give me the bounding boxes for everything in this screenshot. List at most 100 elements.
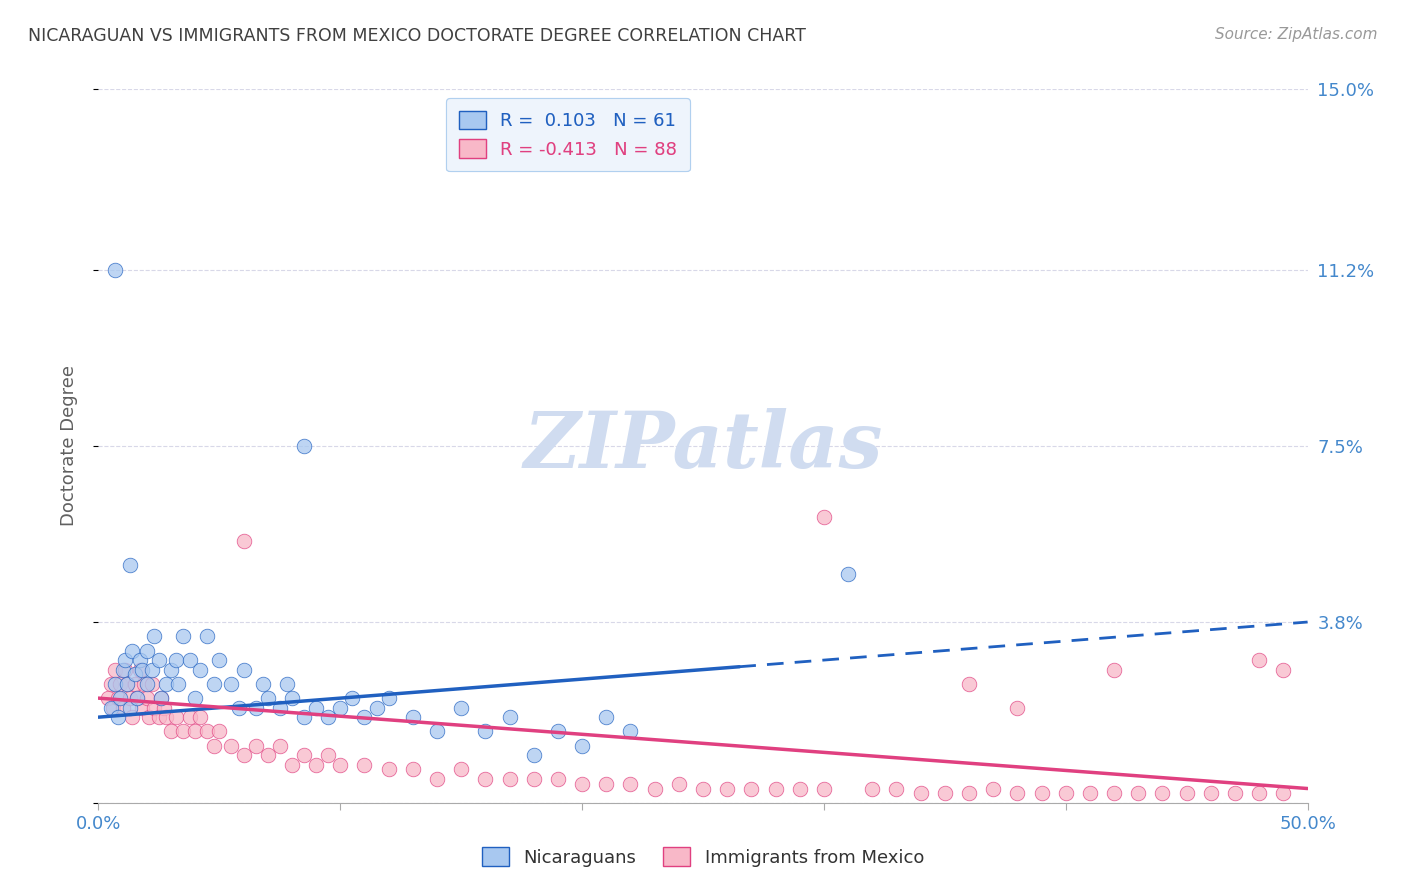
Point: [184, 724, 207, 739]
Point: [165, 710, 187, 724]
Point: [160, 724, 183, 739]
Point: [195, 724, 218, 739]
Point: [1175, 786, 1198, 800]
Point: [127, 691, 149, 706]
Point: [450, 763, 472, 777]
Point: [353, 757, 375, 772]
Point: [179, 653, 201, 667]
Point: [172, 629, 194, 643]
Point: [329, 700, 352, 714]
Point: [1152, 786, 1174, 800]
Y-axis label: Doctorate Degree: Doctorate Degree: [59, 366, 77, 526]
Point: [619, 777, 641, 791]
Point: [101, 700, 124, 714]
Point: [1102, 786, 1125, 800]
Point: [292, 710, 315, 724]
Point: [108, 691, 131, 706]
Point: [104, 663, 127, 677]
Point: [104, 263, 127, 277]
Point: [426, 724, 449, 739]
Point: [498, 772, 520, 786]
Point: [128, 663, 150, 677]
Point: [100, 700, 122, 714]
Point: [124, 667, 146, 681]
Point: [366, 700, 388, 714]
Point: [547, 724, 569, 739]
Point: [184, 691, 207, 706]
Point: [813, 510, 835, 524]
Point: [150, 691, 173, 706]
Point: [117, 677, 139, 691]
Point: [934, 786, 956, 800]
Point: [256, 748, 278, 763]
Point: [276, 677, 298, 691]
Point: [1249, 786, 1271, 800]
Point: [547, 772, 569, 786]
Point: [165, 653, 187, 667]
Point: [204, 739, 226, 753]
Point: [131, 700, 153, 714]
Point: [195, 629, 218, 643]
Point: [281, 691, 304, 706]
Point: [252, 677, 274, 691]
Point: [97, 691, 120, 706]
Point: [135, 677, 157, 691]
Point: [204, 677, 226, 691]
Point: [789, 781, 811, 796]
Point: [957, 677, 980, 691]
Point: [910, 786, 932, 800]
Point: [269, 739, 291, 753]
Point: [134, 677, 156, 691]
Point: [221, 739, 243, 753]
Point: [232, 748, 254, 763]
Point: [117, 677, 139, 691]
Point: [377, 763, 399, 777]
Point: [141, 663, 163, 677]
Point: [152, 700, 174, 714]
Point: [221, 677, 243, 691]
Point: [118, 700, 141, 714]
Point: [150, 691, 173, 706]
Point: [124, 677, 146, 691]
Point: [644, 781, 666, 796]
Point: [305, 700, 328, 714]
Point: [523, 772, 546, 786]
Point: [1223, 786, 1246, 800]
Point: [135, 643, 157, 657]
Point: [305, 757, 328, 772]
Point: [981, 781, 1004, 796]
Point: [141, 677, 163, 691]
Point: [619, 724, 641, 739]
Point: [107, 710, 129, 724]
Point: [269, 700, 291, 714]
Point: [342, 691, 364, 706]
Point: [143, 700, 166, 714]
Point: [1199, 786, 1222, 800]
Point: [1272, 663, 1295, 677]
Point: [595, 777, 617, 791]
Point: [228, 700, 250, 714]
Point: [114, 663, 136, 677]
Point: [402, 710, 425, 724]
Point: [1272, 786, 1295, 800]
Point: [668, 777, 690, 791]
Point: [208, 724, 231, 739]
Point: [148, 710, 170, 724]
Point: [111, 700, 134, 714]
Point: [765, 781, 787, 796]
Point: [740, 781, 762, 796]
Point: [426, 772, 449, 786]
Point: [121, 643, 143, 657]
Point: [329, 757, 352, 772]
Point: [474, 772, 496, 786]
Point: [1128, 786, 1150, 800]
Point: [316, 710, 339, 724]
Point: [188, 663, 211, 677]
Point: [860, 781, 883, 796]
Point: [292, 748, 315, 763]
Point: [716, 781, 738, 796]
Point: [498, 710, 520, 724]
Point: [1102, 663, 1125, 677]
Point: [118, 691, 141, 706]
Point: [100, 677, 122, 691]
